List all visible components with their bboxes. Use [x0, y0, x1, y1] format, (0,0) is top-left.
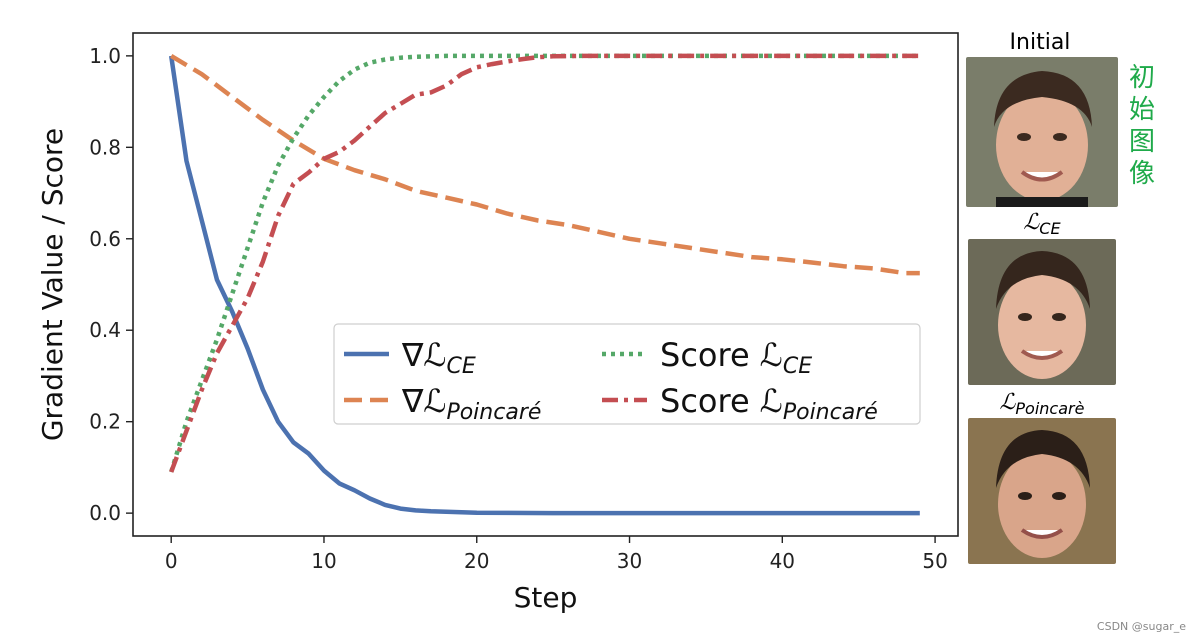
x-axis-label: Step: [514, 581, 578, 614]
legend-label: Score ℒCE: [660, 336, 812, 379]
initial-face-image: [966, 57, 1118, 207]
x-tick-label: 20: [464, 549, 489, 573]
x-tick-label: 0: [165, 549, 178, 573]
y-tick-label: 0.2: [89, 410, 121, 434]
series-line: [169, 53, 920, 473]
poincare-face-image: [968, 418, 1116, 564]
ce-label: ℒCE: [1023, 210, 1061, 238]
annotation-char: 图: [1128, 127, 1155, 157]
x-tick-label: 30: [617, 549, 642, 573]
y-tick-label: 0.4: [89, 318, 121, 342]
annotation-char: 始: [1128, 95, 1155, 125]
legend-label: Score ℒPoincaré: [660, 382, 878, 425]
y-tick-label: 1.0: [89, 44, 121, 68]
series-line: [170, 53, 920, 276]
series-line: [168, 55, 920, 516]
x-tick-label: 10: [311, 549, 336, 573]
initial-label: Initial: [1009, 30, 1071, 55]
x-tick-label: 50: [922, 549, 947, 573]
plot-frame: [132, 32, 959, 537]
legend-label: ∇ℒCE: [401, 336, 476, 379]
line-chart: 0 10 20 30 40 50 0.0 0.2 0.4 0.6 0.8 1.0 Step Gradi…: [36, 32, 959, 614]
annotation-char: 初: [1128, 63, 1155, 93]
annotation-char: 像: [1128, 159, 1155, 189]
y-tick-label: 0.0: [89, 501, 121, 525]
initial-image-annotation: 初 始 图 像: [1126, 62, 1158, 190]
legend-label: ∇ℒPoincaré: [401, 382, 541, 425]
y-axis-label: Gradient Value / Score: [36, 128, 69, 441]
y-tick-label: 0.6: [89, 227, 121, 251]
ce-face-image: [968, 239, 1116, 385]
y-tick-label: 0.8: [89, 135, 121, 159]
legend-box: [333, 323, 921, 425]
x-tick-label: 40: [770, 549, 795, 573]
watermark: CSDN @sugar_e: [1096, 620, 1186, 633]
poincare-label: ℒPoincarè: [999, 390, 1085, 418]
